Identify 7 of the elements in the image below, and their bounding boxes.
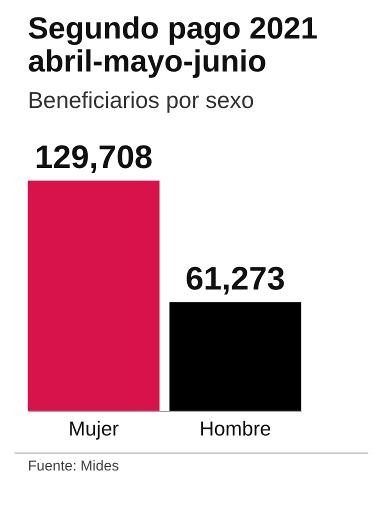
source-note: Fuente: Mides: [28, 458, 119, 474]
x-tick-label: Mujer: [68, 418, 120, 440]
x-tick-label: Hombre: [200, 418, 272, 440]
data-label: 129,708: [34, 138, 153, 176]
data-label: 61,273: [185, 260, 286, 297]
chart-title: Segundo pago 2021 abril-mayo-junio: [28, 10, 318, 78]
chart-subtitle: Beneficiarios por sexo: [28, 86, 254, 113]
